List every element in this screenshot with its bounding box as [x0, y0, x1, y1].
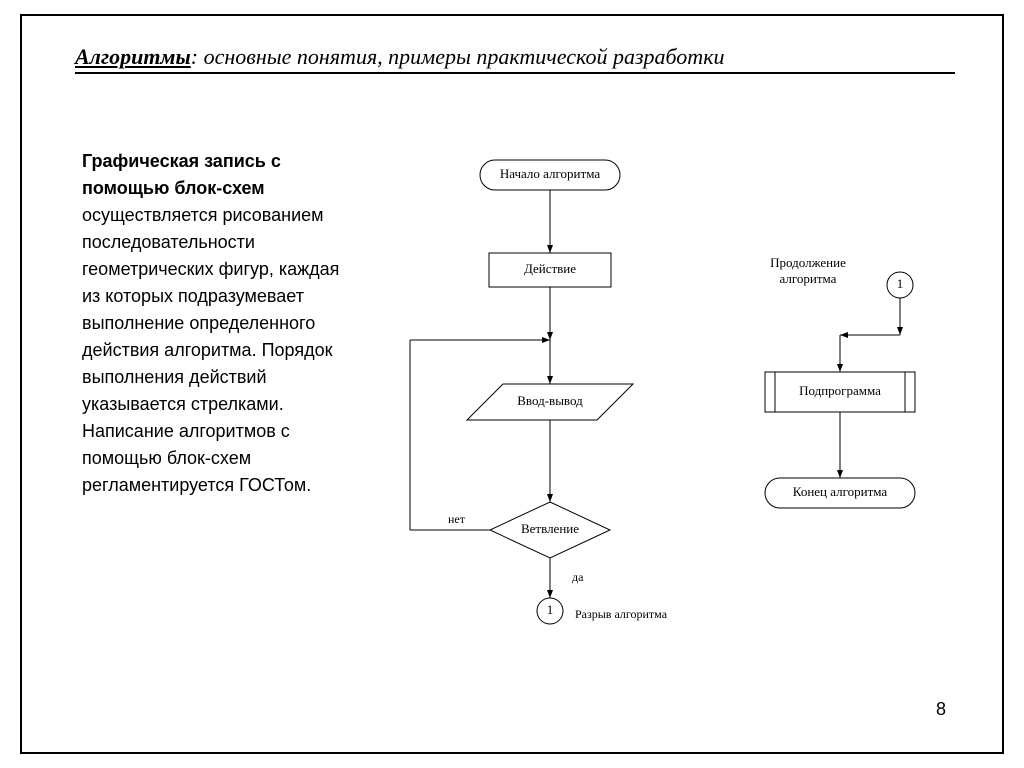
node-connector2: 1 [887, 272, 913, 298]
page-title: Алгоритмы: основные понятия, примеры пра… [75, 44, 955, 74]
node-io: Ввод-вывод [467, 384, 633, 420]
node-sub: Подпрограмма [765, 372, 915, 412]
svg-text:Начало алгоритма: Начало алгоритма [500, 166, 600, 181]
svg-text:Ввод-вывод: Ввод-вывод [517, 393, 583, 408]
svg-text:Подпрограмма: Подпрограмма [799, 383, 881, 398]
svg-text:1: 1 [547, 602, 554, 617]
svg-text:алгоритма: алгоритма [780, 271, 837, 286]
svg-text:нет: нет [448, 512, 466, 526]
svg-text:Действие: Действие [524, 261, 576, 276]
page: Алгоритмы: основные понятия, примеры пра… [0, 0, 1024, 768]
svg-text:Ветвление: Ветвление [521, 521, 579, 536]
node-action: Действие [489, 253, 611, 287]
svg-text:да: да [572, 570, 584, 584]
paragraph-lead: Графическая запись с помощью блок-схем [82, 151, 281, 198]
svg-text:Продолжение: Продолжение [770, 255, 846, 270]
svg-text:Конец алгоритма: Конец алгоритма [793, 484, 888, 499]
node-end: Конец алгоритма [765, 478, 915, 508]
title-rest: : основные понятия, примеры практической… [191, 44, 725, 69]
page-number: 8 [936, 699, 946, 720]
node-cont_label: Продолжениеалгоритма [770, 255, 846, 286]
title-keyword: Алгоритмы [75, 44, 191, 69]
body-paragraph: Графическая запись с помощью блок-схем о… [82, 148, 352, 499]
svg-text:Разрыв алгоритма: Разрыв алгоритма [575, 607, 668, 621]
paragraph-rest: осуществляется рисованием последовательн… [82, 205, 339, 495]
svg-text:1: 1 [897, 276, 904, 291]
flowchart: да нет Начало алгоритма Действие Ввод-вывод В… [370, 145, 990, 665]
node-connector1: 1 [537, 598, 563, 624]
node-start: Начало алгоритма [480, 160, 620, 190]
node-decision: Ветвление [490, 502, 610, 558]
